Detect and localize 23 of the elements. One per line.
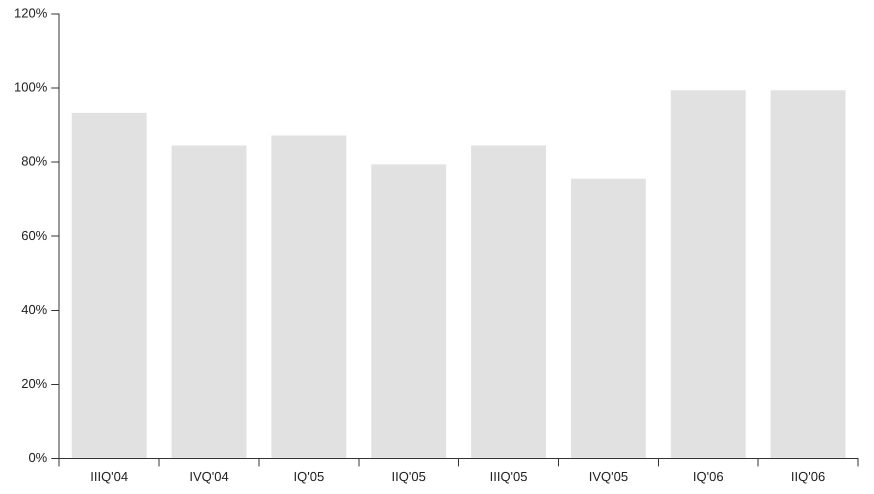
bar xyxy=(770,90,846,458)
bar xyxy=(670,90,746,458)
bar xyxy=(371,164,446,458)
x-tick-label: IIIQ'05 xyxy=(490,468,528,484)
bar xyxy=(172,145,246,458)
bar xyxy=(271,135,346,458)
x-tick-label: IIIQ'04 xyxy=(90,468,128,484)
y-tick-label: 100% xyxy=(14,80,48,95)
y-tick-label: 20% xyxy=(21,376,48,391)
y-tick-label: 40% xyxy=(21,302,48,317)
x-tick-label: IIQ'05 xyxy=(392,468,426,484)
y-tick-label: 80% xyxy=(21,154,48,169)
bar xyxy=(72,112,147,458)
x-tick-label: IQ'06 xyxy=(692,468,724,484)
y-tick-label: 60% xyxy=(21,228,48,243)
x-tick-label: IQ'05 xyxy=(294,468,324,484)
x-tick-label: IVQ'05 xyxy=(588,468,628,484)
x-tick-label: IIQ'06 xyxy=(790,468,826,484)
bar xyxy=(471,145,546,458)
y-tick-label: 120% xyxy=(14,6,48,21)
x-tick-label: IVQ'04 xyxy=(189,468,229,484)
y-tick-label: 0% xyxy=(28,450,48,465)
bar xyxy=(570,178,646,458)
